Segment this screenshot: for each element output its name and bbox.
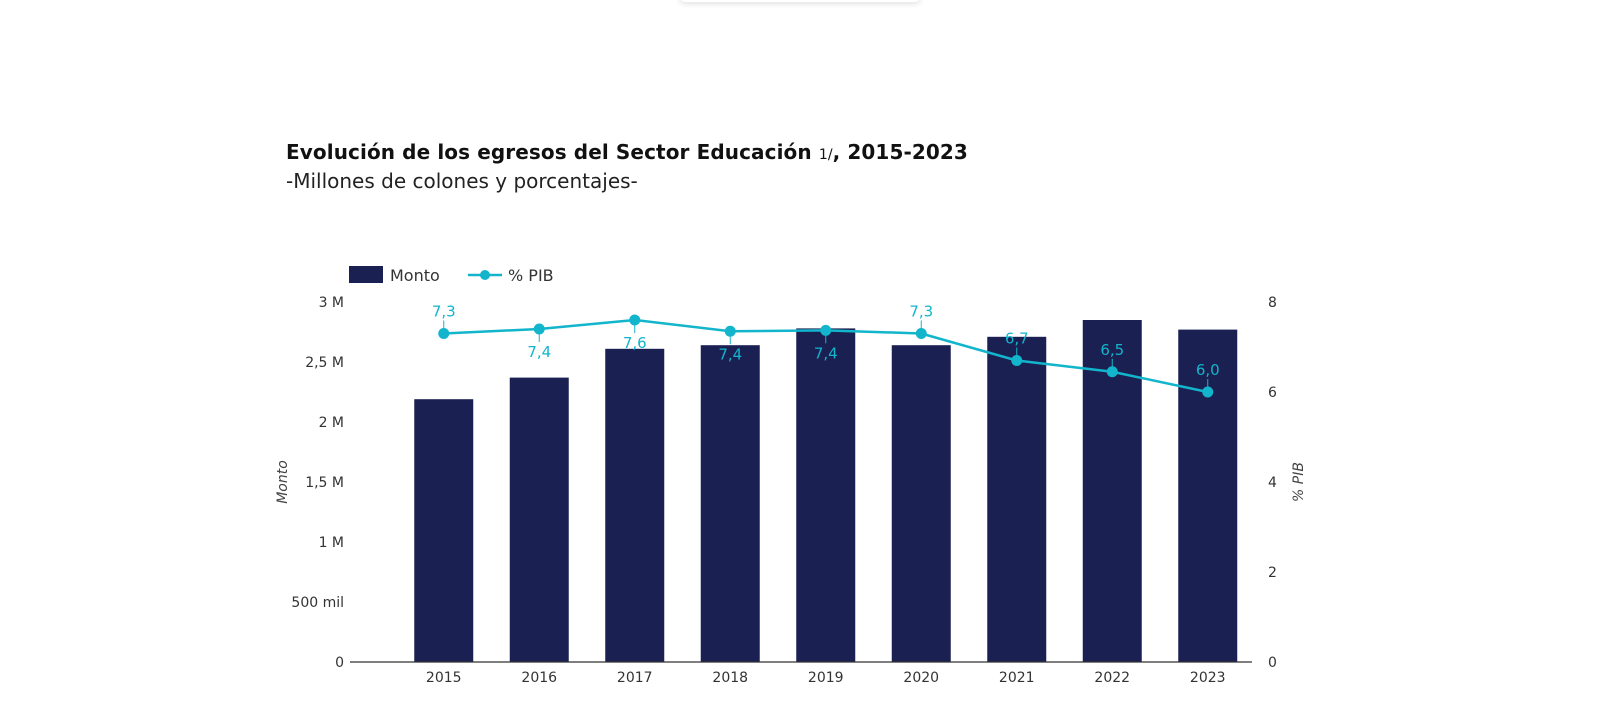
x-tick-2018: 2018 bbox=[712, 670, 748, 686]
y-tick-right: 4 bbox=[1268, 475, 1277, 491]
data-label-pib-2017: 7,6 bbox=[623, 334, 647, 352]
data-label-pib-2018: 7,4 bbox=[718, 345, 742, 363]
data-label-pib-2020: 7,3 bbox=[909, 303, 933, 321]
bar-monto-2015 bbox=[414, 399, 474, 662]
x-tick-2021: 2021 bbox=[999, 670, 1035, 686]
y-tick-left: 2 M bbox=[319, 415, 344, 431]
point-pib-2016 bbox=[533, 323, 545, 335]
legend-swatch-monto bbox=[349, 266, 383, 283]
x-tick-2022: 2022 bbox=[1094, 670, 1130, 686]
data-label-pib-2016: 7,4 bbox=[527, 343, 551, 361]
legend-label-pib: % PIB bbox=[508, 266, 554, 285]
x-tick-2023: 2023 bbox=[1190, 670, 1226, 686]
x-tick-2019: 2019 bbox=[808, 670, 844, 686]
legend-label-monto: Monto bbox=[390, 266, 440, 285]
y-axis-title-left: Monto bbox=[275, 460, 291, 504]
y-axis-title-right: % PIB bbox=[1291, 462, 1307, 502]
data-label-pib-2023: 6,0 bbox=[1196, 361, 1220, 379]
x-tick-2015: 2015 bbox=[426, 670, 462, 686]
point-pib-2017 bbox=[629, 314, 641, 326]
point-pib-2015 bbox=[438, 328, 450, 339]
legend-marker-pib bbox=[480, 270, 490, 280]
y-tick-right: 0 bbox=[1268, 655, 1277, 671]
y-tick-left: 500 mil bbox=[291, 595, 344, 611]
y-tick-left: 0 bbox=[335, 655, 344, 671]
bar-monto-2017 bbox=[605, 348, 665, 662]
top-tab-shadow bbox=[680, 0, 920, 2]
data-label-pib-2015: 7,3 bbox=[432, 303, 456, 321]
point-pib-2018 bbox=[724, 325, 736, 337]
point-pib-2022 bbox=[1106, 366, 1118, 378]
data-label-pib-2019: 7,4 bbox=[814, 344, 838, 362]
x-tick-2017: 2017 bbox=[617, 670, 653, 686]
chart-title-note: 1/ bbox=[818, 147, 833, 163]
data-label-pib-2021: 6,7 bbox=[1005, 330, 1029, 348]
chart-title-range: , 2015-2023 bbox=[832, 140, 968, 164]
bar-monto-2019 bbox=[796, 328, 856, 662]
chart-title: Evolución de los egresos del Sector Educ… bbox=[286, 140, 968, 164]
point-pib-2021 bbox=[1011, 355, 1023, 366]
bar-monto-2018 bbox=[700, 345, 760, 662]
point-pib-2023 bbox=[1202, 386, 1214, 398]
x-tick-2016: 2016 bbox=[521, 670, 557, 686]
chart-subtitle: -Millones de colones y porcentajes- bbox=[286, 169, 638, 193]
x-tick-2020: 2020 bbox=[903, 670, 939, 686]
point-pib-2019 bbox=[820, 324, 832, 336]
y-tick-left: 2,5 M bbox=[305, 355, 344, 371]
point-pib-2020 bbox=[915, 328, 927, 339]
bar-monto-2020 bbox=[891, 345, 951, 662]
y-tick-right: 8 bbox=[1268, 295, 1277, 311]
y-tick-right: 6 bbox=[1268, 385, 1277, 401]
bar-monto-2016 bbox=[509, 377, 569, 662]
data-label-pib-2022: 6,5 bbox=[1100, 341, 1124, 359]
y-tick-right: 2 bbox=[1268, 565, 1277, 581]
chart-title-main: Evolución de los egresos del Sector Educ… bbox=[286, 140, 812, 164]
y-tick-left: 3 M bbox=[319, 295, 344, 311]
y-tick-left: 1 M bbox=[319, 535, 344, 551]
y-tick-left: 1,5 M bbox=[305, 475, 344, 491]
bar-monto-2021 bbox=[987, 336, 1047, 662]
